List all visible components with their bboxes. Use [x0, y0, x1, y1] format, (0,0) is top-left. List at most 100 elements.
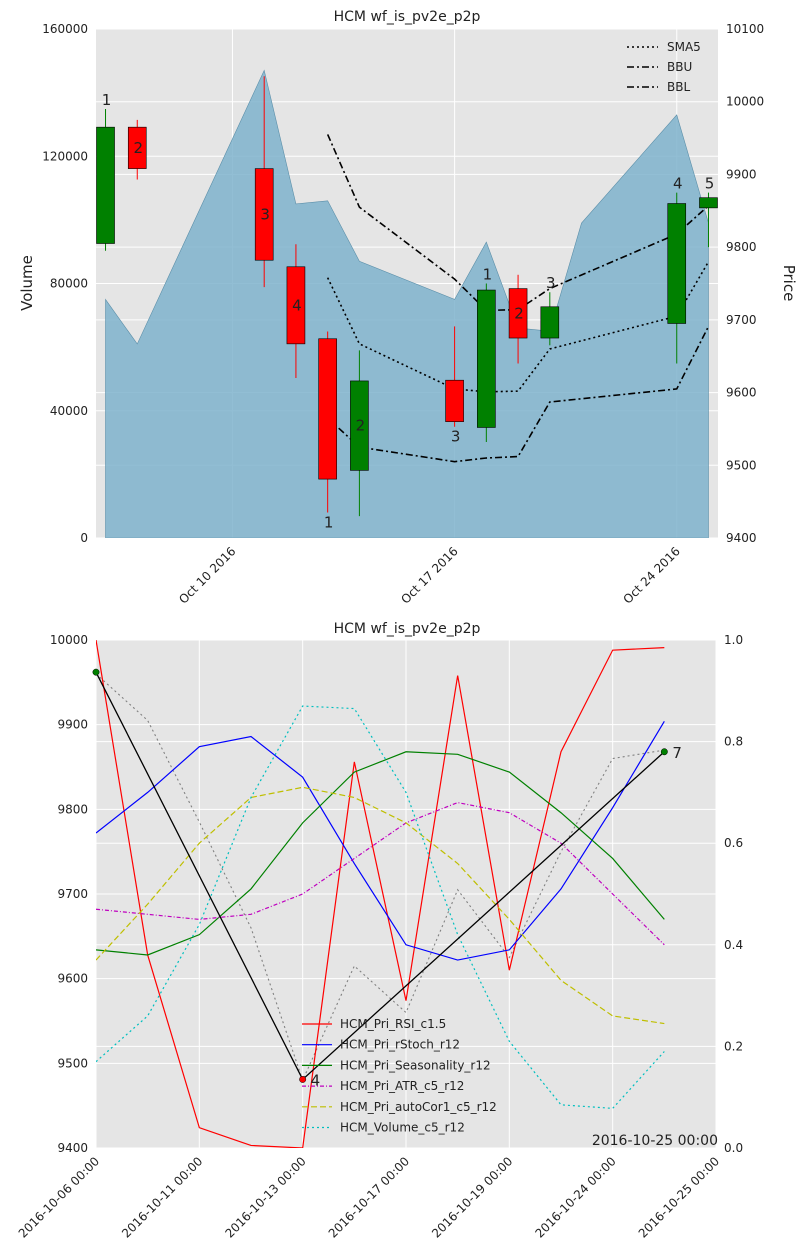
chart1-x-tick-label-2: Oct 24 2016 — [621, 544, 683, 606]
chart2-left-tick-label-1: 9500 — [57, 1056, 88, 1070]
candle-label-3: 4 — [292, 296, 302, 314]
candle-body-11 — [699, 197, 718, 209]
chart1-right-tick-label-1: 9500 — [726, 458, 757, 472]
chart1-x-ticks: Oct 10 2016 Oct 17 2016 Oct 24 2016 — [176, 544, 683, 606]
candle-label-1: 2 — [133, 139, 143, 157]
chart2-left-tick-label-6: 10000 — [50, 633, 88, 647]
chart2-right-tick-label-5: 1.0 — [724, 633, 743, 647]
chart2-legend-label-5: HCM_Volume_c5_r12 — [340, 1121, 465, 1135]
chart2-left-tick-label-0: 9400 — [57, 1141, 88, 1155]
chart1-right-tick-label-6: 10000 — [726, 95, 764, 109]
candle-label-6: 3 — [451, 428, 461, 446]
chart2-legend-label-4: HCM_Pri_autoCor1_c5_r12 — [340, 1100, 497, 1114]
chart2-corner-label: 2016-10-25 00:00 — [592, 1133, 718, 1149]
chart1-right-tick-label-3: 9700 — [726, 313, 757, 327]
chart1-candles — [96, 76, 718, 517]
candle-body-4 — [318, 338, 337, 480]
chart2-x-tick-label-1: 2016-10-11 00:00 — [119, 1154, 205, 1240]
chart2-x-tick-label-2: 2016-10-13 00:00 — [222, 1154, 308, 1240]
chart2-x-tick-label-6: 2016-10-25 00:00 — [636, 1154, 722, 1240]
sma5-line — [326, 261, 710, 393]
chart1-title: HCM wf_is_pv2e_p2p — [334, 9, 481, 25]
chart1-indicator-lines — [326, 134, 710, 463]
candle-label-0: 1 — [102, 91, 112, 109]
chart1-left-tick-label-1: 40000 — [50, 404, 88, 418]
chart2-left-tick-label-2: 9600 — [57, 972, 88, 986]
chart2-left-ticks: 9400 9500 9600 9700 9800 9900 10000 — [50, 633, 88, 1155]
chart2-right-tick-label-2: 0.4 — [724, 938, 743, 952]
chart1-ylabel-left: Volume — [18, 255, 36, 311]
chart1-left-tick-label-3: 120000 — [42, 149, 88, 163]
chart2-right-tick-label-4: 0.8 — [724, 735, 743, 749]
candle-body-10 — [667, 203, 687, 324]
zigzag-label-1: 4 — [311, 1071, 321, 1089]
chart1-legend-label-1: BBU — [667, 60, 692, 74]
candle-body-7 — [477, 289, 496, 428]
candle-label-11: 5 — [705, 175, 715, 193]
chart1-right-tick-label-0: 9400 — [726, 531, 757, 545]
candle-label-10: 4 — [673, 175, 683, 193]
chart1-candle-labels: 1 2 3 4 1 2 3 1 2 3 4 5 — [102, 91, 715, 532]
chart1-x-tick-label-1: Oct 17 2016 — [398, 544, 460, 606]
candle-body-8 — [508, 288, 528, 339]
chart2-x-tick-label-0: 2016-10-06 00:00 — [16, 1154, 102, 1240]
chart2-legend-label-0: HCM_Pri_RSI_c1.5 — [340, 1017, 446, 1031]
candle-body-9 — [540, 306, 560, 339]
candle-label-8: 2 — [514, 304, 524, 322]
candle-body-2 — [254, 168, 274, 261]
chart2-zigzag: 47 — [92, 668, 682, 1089]
series-line-3 — [96, 801, 665, 946]
zigzag-point-1 — [299, 1075, 307, 1083]
chart2-series-lines — [96, 640, 665, 1148]
candlestick-chart: HCM wf_is_pv2e_p2p 1 2 3 4 1 2 3 1 2 3 4 5 0 40000 80… — [18, 9, 798, 607]
chart1-right-tick-label-2: 9600 — [726, 386, 757, 400]
candle-body-1 — [127, 126, 147, 169]
zigzag-label-2: 7 — [672, 744, 682, 762]
price-line — [96, 673, 665, 1082]
candle-label-7: 1 — [483, 266, 493, 284]
candle-label-9: 3 — [546, 274, 556, 292]
series-line-0 — [96, 640, 665, 1148]
zigzag-point-0 — [92, 668, 100, 676]
candle-body-6 — [445, 379, 464, 422]
chart2-right-ticks: 0.0 0.2 0.4 0.6 0.8 1.0 — [724, 633, 743, 1155]
candle-body-0 — [96, 126, 115, 244]
chart1-ylabel-right: Price — [780, 265, 798, 302]
chart2-title: HCM wf_is_pv2e_p2p — [334, 621, 481, 637]
chart1-right-tick-label-7: 10100 — [726, 22, 764, 36]
chart1-legend: SMA5 BBU BBL — [627, 40, 701, 94]
chart2-legend: HCM_Pri_RSI_c1.5 HCM_Pri_rStoch_r12 HCM_Pr… — [302, 1017, 497, 1135]
bbu-line — [326, 134, 710, 312]
chart1-left-tick-label-2: 80000 — [50, 277, 88, 291]
chart2-legend-label-1: HCM_Pri_rStoch_r12 — [340, 1038, 460, 1052]
chart2-x-tick-label-5: 2016-10-24 00:00 — [532, 1154, 618, 1240]
chart2-left-tick-label-4: 9800 — [57, 802, 88, 816]
chart1-legend-label-0: SMA5 — [667, 40, 701, 54]
candle-body-5 — [350, 380, 369, 471]
chart2-x-tick-label-3: 2016-10-17 00:00 — [326, 1154, 412, 1240]
chart2-legend-label-2: HCM_Pri_Seasonality_r12 — [340, 1058, 491, 1072]
chart1-left-tick-label-4: 160000 — [42, 22, 88, 36]
series-line-1 — [96, 720, 665, 961]
chart1-x-tick-label-0: Oct 10 2016 — [176, 544, 238, 606]
chart1-right-tick-label-4: 9800 — [726, 240, 757, 254]
chart2-right-tick-label-1: 0.2 — [724, 1039, 743, 1053]
candle-label-4: 1 — [324, 514, 334, 532]
series-line-5 — [96, 705, 665, 1109]
chart2-x-tick-label-4: 2016-10-19 00:00 — [429, 1154, 515, 1240]
chart1-left-ticks: 0 40000 80000 120000 160000 — [42, 22, 88, 545]
chart2-x-ticks: 2016-10-06 00:00 2016-10-11 00:00 2016-10-… — [16, 1154, 722, 1240]
zigzag-point-2 — [660, 748, 668, 756]
chart2-left-tick-label-5: 9900 — [57, 718, 88, 732]
chart2-legend-label-3: HCM_Pri_ATR_c5_r12 — [340, 1079, 464, 1093]
candle-label-2: 3 — [260, 205, 270, 223]
chart2-right-tick-label-3: 0.6 — [724, 836, 743, 850]
candle-body-3 — [286, 266, 306, 345]
chart1-right-tick-label-5: 9900 — [726, 167, 757, 181]
chart2-left-tick-label-3: 9700 — [57, 887, 88, 901]
chart2-right-tick-label-0: 0.0 — [724, 1141, 743, 1155]
chart1-legend-label-2: BBL — [667, 80, 690, 94]
indicator-line-chart: HCM wf_is_pv2e_p2p 47 940095009600970098… — [16, 621, 743, 1241]
chart1-left-tick-label-0: 0 — [80, 531, 88, 545]
